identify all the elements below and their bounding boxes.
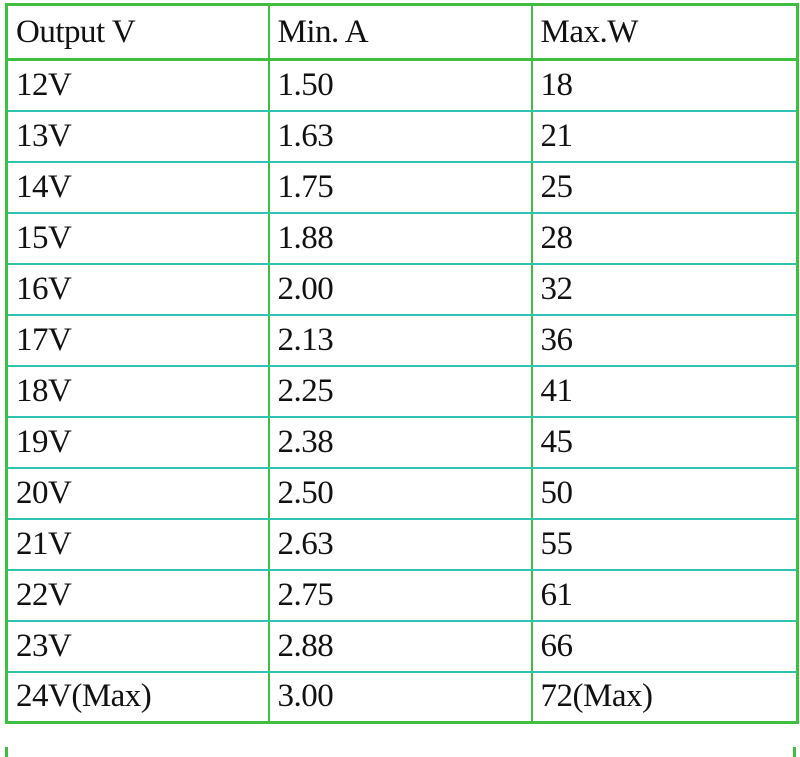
min-a-cell: 2.63 bbox=[267, 517, 533, 571]
output-v-cell: 16V bbox=[5, 262, 270, 316]
column-header-output-v: Output V bbox=[5, 3, 270, 61]
max-w-cell: 18 bbox=[530, 58, 799, 112]
max-w-cell: 61 bbox=[530, 568, 799, 622]
output-v-cell: 20V bbox=[5, 466, 270, 520]
max-w-cell: 66 bbox=[530, 619, 799, 673]
column-header-max-w: Max.W bbox=[530, 3, 799, 61]
output-v-cell: 15V bbox=[5, 211, 270, 265]
min-a-cell: 2.00 bbox=[267, 262, 533, 316]
max-w-cell: 41 bbox=[530, 364, 799, 418]
output-v-cell: 14V bbox=[5, 160, 270, 214]
table-row: 12V 1.50 18 bbox=[5, 58, 799, 112]
table-row: 17V 2.13 36 bbox=[5, 313, 799, 367]
table-row: 13V 1.63 21 bbox=[5, 109, 799, 163]
output-v-cell: 17V bbox=[5, 313, 270, 367]
table-row: 24V(Max) 3.00 72(Max) bbox=[5, 670, 799, 724]
max-w-cell: 36 bbox=[530, 313, 799, 367]
min-a-cell: 2.38 bbox=[267, 415, 533, 469]
min-a-cell: 1.50 bbox=[267, 58, 533, 112]
min-a-cell: 2.25 bbox=[267, 364, 533, 418]
output-v-cell: 22V bbox=[5, 568, 270, 622]
output-v-cell: 21V bbox=[5, 517, 270, 571]
table-row: 18V 2.25 41 bbox=[5, 364, 799, 418]
min-a-cell: 2.88 bbox=[267, 619, 533, 673]
output-v-cell: 12V bbox=[5, 58, 270, 112]
max-w-cell: 72(Max) bbox=[530, 670, 799, 724]
output-v-cell: 19V bbox=[5, 415, 270, 469]
voltage-current-power-table: Output V Min. A Max.W 12V 1.50 18 13V 1.… bbox=[5, 3, 799, 724]
column-header-min-a: Min. A bbox=[267, 3, 533, 61]
table-row: 21V 2.63 55 bbox=[5, 517, 799, 571]
max-w-cell: 28 bbox=[530, 211, 799, 265]
table-row: 14V 1.75 25 bbox=[5, 160, 799, 214]
min-a-cell: 2.50 bbox=[267, 466, 533, 520]
output-v-cell: 18V bbox=[5, 364, 270, 418]
table-row: 20V 2.50 50 bbox=[5, 466, 799, 520]
min-a-cell: 2.75 bbox=[267, 568, 533, 622]
max-w-cell: 25 bbox=[530, 160, 799, 214]
max-w-cell: 50 bbox=[530, 466, 799, 520]
min-a-cell: 1.88 bbox=[267, 211, 533, 265]
table-row: 15V 1.88 28 bbox=[5, 211, 799, 265]
output-v-cell: 13V bbox=[5, 109, 270, 163]
max-w-cell: 55 bbox=[530, 517, 799, 571]
min-a-cell: 1.75 bbox=[267, 160, 533, 214]
table-row: 23V 2.88 66 bbox=[5, 619, 799, 673]
table-row: 19V 2.38 45 bbox=[5, 415, 799, 469]
min-a-cell: 1.63 bbox=[267, 109, 533, 163]
max-w-cell: 32 bbox=[530, 262, 799, 316]
output-v-cell: 23V bbox=[5, 619, 270, 673]
output-v-cell: 24V(Max) bbox=[5, 670, 270, 724]
table-row: 22V 2.75 61 bbox=[5, 568, 799, 622]
table-bottom-border-strip bbox=[5, 747, 796, 757]
max-w-cell: 21 bbox=[530, 109, 799, 163]
max-w-cell: 45 bbox=[530, 415, 799, 469]
min-a-cell: 2.13 bbox=[267, 313, 533, 367]
min-a-cell: 3.00 bbox=[267, 670, 533, 724]
table-header-row: Output V Min. A Max.W bbox=[5, 3, 799, 61]
table-row: 16V 2.00 32 bbox=[5, 262, 799, 316]
